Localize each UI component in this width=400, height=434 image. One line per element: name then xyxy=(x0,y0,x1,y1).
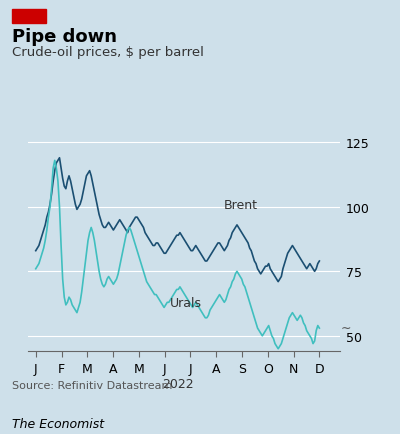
Text: Source: Refinitiv Datastream: Source: Refinitiv Datastream xyxy=(12,380,172,390)
Text: The Economist: The Economist xyxy=(12,417,104,430)
Text: ∼: ∼ xyxy=(341,321,351,334)
Text: Pipe down: Pipe down xyxy=(12,28,117,46)
Text: Urals: Urals xyxy=(170,296,202,309)
Text: Crude-oil prices, $ per barrel: Crude-oil prices, $ per barrel xyxy=(12,46,204,59)
Text: Brent: Brent xyxy=(224,198,258,211)
Text: 2022: 2022 xyxy=(162,377,193,390)
